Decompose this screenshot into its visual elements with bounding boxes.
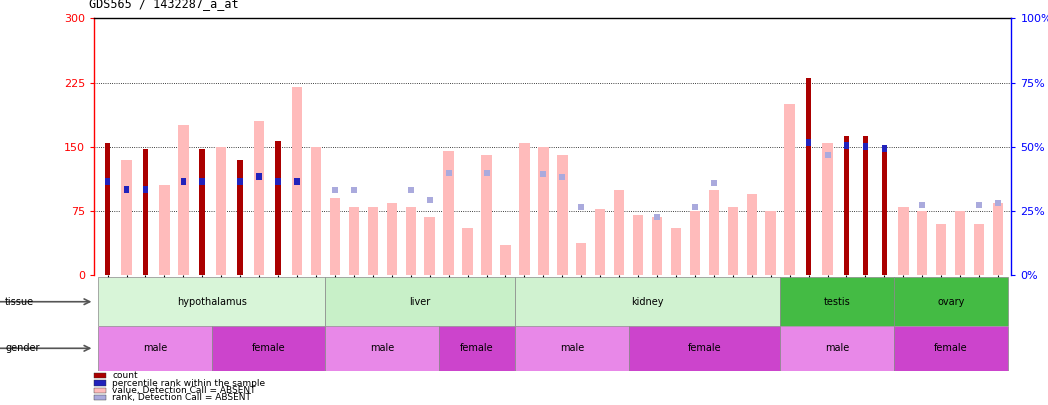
Bar bbox=[863, 143, 869, 150]
Text: male: male bbox=[560, 343, 584, 353]
Text: tissue: tissue bbox=[5, 297, 35, 307]
Bar bbox=[894, 277, 1007, 326]
Bar bbox=[143, 149, 149, 275]
Bar bbox=[387, 202, 397, 275]
Bar bbox=[936, 224, 946, 275]
Bar bbox=[99, 277, 326, 326]
Bar bbox=[881, 147, 888, 275]
Bar bbox=[992, 202, 1003, 275]
Bar bbox=[105, 178, 110, 185]
Bar bbox=[515, 326, 629, 371]
Bar bbox=[806, 78, 811, 275]
Text: rank, Detection Call = ABSENT: rank, Detection Call = ABSENT bbox=[112, 393, 252, 402]
Bar bbox=[765, 211, 776, 275]
Text: count: count bbox=[112, 371, 137, 380]
Bar bbox=[785, 104, 794, 275]
Bar bbox=[276, 178, 281, 185]
Bar bbox=[199, 178, 205, 185]
Text: ovary: ovary bbox=[937, 297, 964, 307]
Bar bbox=[955, 211, 965, 275]
Bar bbox=[823, 143, 833, 275]
Bar bbox=[424, 217, 435, 275]
Text: hypothalamus: hypothalamus bbox=[177, 297, 246, 307]
Bar bbox=[652, 217, 662, 275]
Bar bbox=[708, 190, 719, 275]
Bar bbox=[881, 145, 888, 152]
Bar bbox=[443, 151, 454, 275]
Bar bbox=[515, 277, 780, 326]
Text: female: female bbox=[687, 343, 721, 353]
Bar bbox=[746, 194, 757, 275]
Bar bbox=[330, 198, 341, 275]
Bar bbox=[917, 211, 927, 275]
Bar bbox=[614, 190, 625, 275]
Bar bbox=[538, 147, 548, 275]
Bar bbox=[326, 326, 439, 371]
Bar bbox=[159, 185, 170, 275]
Bar bbox=[180, 178, 187, 185]
Bar bbox=[519, 143, 529, 275]
Text: male: male bbox=[370, 343, 394, 353]
Bar bbox=[595, 209, 606, 275]
Text: male: male bbox=[143, 343, 167, 353]
Bar bbox=[122, 160, 132, 275]
Bar bbox=[439, 326, 515, 371]
Text: kidney: kidney bbox=[631, 297, 663, 307]
Bar bbox=[690, 211, 700, 275]
Text: female: female bbox=[934, 343, 967, 353]
Bar bbox=[291, 87, 302, 275]
Bar bbox=[326, 277, 515, 326]
Bar bbox=[99, 326, 212, 371]
Bar bbox=[349, 207, 359, 275]
Text: GDS565 / 1432287_a_at: GDS565 / 1432287_a_at bbox=[89, 0, 239, 10]
Bar bbox=[276, 141, 281, 275]
Bar bbox=[844, 136, 849, 275]
Bar bbox=[199, 149, 205, 275]
Text: female: female bbox=[460, 343, 494, 353]
Bar bbox=[633, 215, 643, 275]
Bar bbox=[974, 224, 984, 275]
Bar bbox=[254, 121, 264, 275]
Bar bbox=[406, 207, 416, 275]
Text: percentile rank within the sample: percentile rank within the sample bbox=[112, 379, 265, 388]
Text: liver: liver bbox=[410, 297, 431, 307]
Bar bbox=[558, 156, 568, 275]
Bar bbox=[462, 228, 473, 275]
Bar bbox=[481, 156, 492, 275]
Text: female: female bbox=[252, 343, 285, 353]
Bar bbox=[863, 136, 869, 275]
Bar bbox=[806, 139, 811, 146]
Bar bbox=[178, 126, 189, 275]
Bar bbox=[368, 207, 378, 275]
Bar bbox=[780, 277, 894, 326]
Bar bbox=[780, 326, 894, 371]
Bar bbox=[500, 245, 510, 275]
Text: gender: gender bbox=[5, 343, 40, 353]
Bar bbox=[237, 178, 243, 185]
Bar bbox=[216, 147, 226, 275]
Bar bbox=[629, 326, 780, 371]
Bar bbox=[212, 326, 326, 371]
Bar bbox=[894, 326, 1007, 371]
Bar bbox=[844, 142, 849, 149]
Bar bbox=[898, 207, 909, 275]
Bar bbox=[311, 147, 321, 275]
Text: male: male bbox=[825, 343, 849, 353]
Bar bbox=[143, 186, 149, 193]
Bar bbox=[124, 186, 129, 193]
Text: value, Detection Call = ABSENT: value, Detection Call = ABSENT bbox=[112, 386, 256, 395]
Bar bbox=[237, 160, 243, 275]
Bar bbox=[576, 243, 587, 275]
Bar bbox=[294, 178, 300, 185]
Bar bbox=[727, 207, 738, 275]
Text: testis: testis bbox=[824, 297, 850, 307]
Bar bbox=[671, 228, 681, 275]
Bar bbox=[105, 143, 110, 275]
Bar bbox=[257, 173, 262, 180]
